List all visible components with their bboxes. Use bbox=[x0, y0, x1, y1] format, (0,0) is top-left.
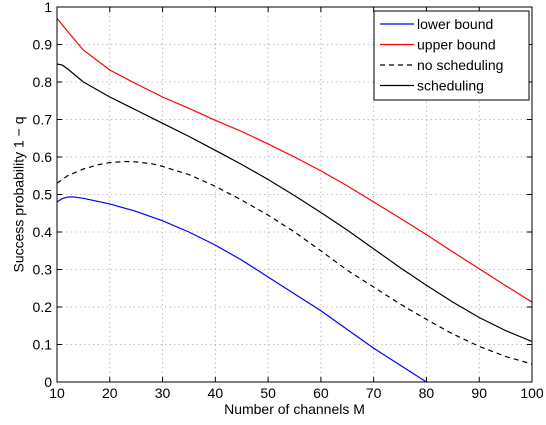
x-tick-label: 100 bbox=[520, 385, 544, 401]
y-tick-label: 0.5 bbox=[33, 187, 53, 203]
series-line-lower-bound bbox=[56, 196, 427, 383]
y-tick-label: 0.8 bbox=[33, 74, 53, 90]
y-tick-label: 0.4 bbox=[33, 224, 53, 240]
y-tick-label: 0.1 bbox=[33, 337, 53, 353]
x-tick-label: 50 bbox=[260, 385, 276, 401]
series-line-no-scheduling bbox=[56, 160, 533, 365]
series-line-scheduling bbox=[56, 63, 533, 343]
legend-label: upper bound bbox=[417, 37, 496, 53]
y-tick-label: 0.7 bbox=[33, 112, 53, 128]
x-tick-label: 60 bbox=[313, 385, 329, 401]
y-tick-label: 0.3 bbox=[33, 262, 53, 278]
legend: lower bound upper bound no scheduling sched… bbox=[373, 10, 530, 101]
legend-label: no scheduling bbox=[417, 57, 503, 73]
y-axis-label: Success probability 1 − q bbox=[11, 116, 27, 272]
axis-ticks: 10 20 30 40 50 60 70 80 90 100 0 0.1 0.2 0.3 0.4 0.5 0.6… bbox=[33, 0, 544, 401]
y-tick-label: 0.6 bbox=[33, 149, 53, 165]
x-axis-label: Number of channels M bbox=[224, 401, 365, 417]
y-tick-label: 0.9 bbox=[33, 37, 53, 53]
series-lines bbox=[56, 17, 533, 383]
x-tick-label: 70 bbox=[366, 385, 382, 401]
x-tick-label: 20 bbox=[102, 385, 118, 401]
legend-label: lower bound bbox=[417, 16, 493, 32]
x-tick-label: 90 bbox=[471, 385, 487, 401]
y-tick-label: 0 bbox=[44, 374, 52, 390]
x-tick-label: 80 bbox=[419, 385, 435, 401]
x-tick-label: 10 bbox=[49, 385, 65, 401]
series-line-upper-bound bbox=[56, 17, 533, 303]
y-tick-label: 1 bbox=[44, 0, 52, 15]
y-tick-label: 0.2 bbox=[33, 299, 53, 315]
legend-label: scheduling bbox=[417, 78, 484, 94]
x-tick-label: 40 bbox=[208, 385, 224, 401]
x-tick-label: 30 bbox=[155, 385, 171, 401]
